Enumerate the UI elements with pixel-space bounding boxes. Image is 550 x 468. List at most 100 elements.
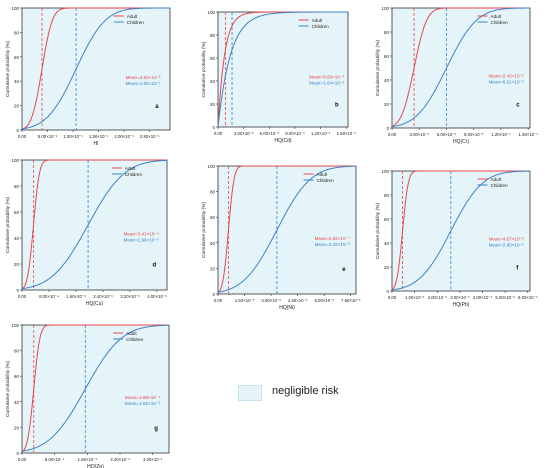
panel-letter: d [153, 263, 157, 269]
adult-mean-label: Mean=3.92×10⁻² [126, 75, 161, 80]
children-mean-label: Mean=2.60×10⁻² [489, 243, 524, 248]
x-tick-label: 3.20×10⁻³ [143, 457, 163, 462]
y-tick-label: 40 [14, 79, 20, 84]
panel-d: 0 20 40 60 80 100 Cumulative probability (%) 0.… [5, 158, 168, 307]
y-tick-label: 0 [212, 292, 215, 297]
x-axis-label: HQ(Ni) [279, 305, 295, 311]
x-tick-label: 1.20×10⁻¹ [311, 131, 331, 136]
legend-label-children: Children [491, 20, 509, 25]
y-tick-label: 20 [14, 262, 20, 267]
panel-c: 0 20 40 60 80 100 Cumulative probability (%) 0.… [375, 6, 538, 145]
x-tick-label: 2.00×10⁻² [428, 295, 448, 300]
x-tick-label: 1.60×10⁻³ [66, 294, 86, 299]
y-axis-label: Cumulative probability (%) [375, 203, 381, 259]
y-tick-label: 100 [207, 164, 215, 169]
y-tick-label: 40 [384, 241, 390, 246]
y-tick-label: 0 [16, 128, 19, 133]
adult-cdf-line [21, 159, 167, 290]
x-axis-label: HQ(Cu) [86, 301, 104, 307]
x-tick-label: 0.00 [214, 131, 223, 136]
legend-label-adult: Adult [312, 18, 323, 23]
children-mean-label: Mean=6.01×10⁻² [489, 80, 524, 85]
negligible-risk-region [218, 166, 356, 294]
children-mean-label: Mean=3.33×10⁻³ [315, 242, 350, 247]
adult-cdf-line [217, 165, 356, 294]
children-cdf-line [217, 165, 357, 293]
panel-letter: b [335, 102, 339, 108]
adult-cdf-line [391, 170, 530, 291]
x-tick-label: 6.00×10⁻² [518, 295, 538, 300]
x-tick-label: 2.40×10⁻³ [93, 294, 113, 299]
x-tick-label: 1.00×10⁻¹ [63, 134, 83, 139]
x-tick-label: 0.00 [388, 132, 397, 137]
adult-mean-label: Mean=2.88×10⁻⁴ [125, 395, 160, 400]
legend-label-children: Children [317, 178, 335, 183]
x-tick-label: 5.00×10⁻² [495, 295, 515, 300]
y-tick-label: 100 [207, 10, 215, 15]
x-tick-label: 9.00×10⁻² [285, 131, 305, 136]
y-tick-label: 80 [14, 184, 20, 189]
adult-cdf-line [21, 324, 169, 453]
negligible-risk-region [22, 8, 170, 130]
x-tick-label: 0.00 [18, 134, 27, 139]
legend-label-children: Children [127, 20, 145, 25]
children-mean-label: Mean=1.55×10⁻³ [125, 401, 160, 406]
legend-label-adult: Adult [491, 14, 502, 19]
adult-mean-label: Mean=3.41×10⁻⁴ [124, 231, 159, 236]
x-tick-label: 3.00×10⁻² [234, 131, 254, 136]
children-mean-label: Mean=1.64×10⁻² [309, 81, 344, 86]
children-cdf-line [21, 159, 168, 290]
x-tick-label: 0.00 [388, 295, 397, 300]
panel-letter: e [342, 267, 346, 273]
y-tick-label: 20 [14, 104, 20, 109]
x-tick-label: 1.00×10⁻² [405, 295, 425, 300]
y-tick-label: 100 [11, 323, 19, 328]
children-cdf-line [217, 11, 348, 128]
children-cdf-line [391, 170, 531, 291]
y-tick-label: 0 [212, 125, 215, 130]
children-mean-label: Mean=1.96×10⁻³ [124, 237, 159, 242]
y-tick-label: 0 [386, 126, 389, 131]
negligible-risk-region [22, 160, 167, 290]
panel-a: 0 20 40 60 80 100 Cumulative probability (%) 0.… [5, 6, 171, 147]
panel-g: 0 20 40 60 80 100 Cumulative probability (%) 0.… [5, 323, 170, 468]
y-tick-label: 80 [210, 190, 216, 195]
x-tick-label: 3.00×10⁻³ [261, 298, 281, 303]
y-tick-label: 0 [16, 288, 19, 293]
y-tick-label: 80 [14, 349, 20, 354]
x-tick-label: 3.20×10⁻³ [120, 294, 140, 299]
legend-label-children: Children [125, 172, 143, 177]
x-axis-label: HQ(Cr) [453, 139, 469, 145]
x-axis-label: HI [94, 141, 99, 147]
y-axis-label: Cumulative probability (%) [201, 41, 207, 97]
x-tick-label: 6.00×10⁻² [437, 132, 457, 137]
y-axis-label: Cumulative probability (%) [201, 202, 207, 258]
y-tick-label: 20 [384, 102, 390, 107]
x-tick-label: 8.00×10⁻⁴ [39, 294, 59, 299]
x-axis-label: HQ(Pb) [453, 302, 470, 308]
y-tick-label: 80 [384, 30, 390, 35]
panel-f: 0 20 40 60 80 100 Cumulative probability (%) 0.… [375, 169, 538, 308]
y-tick-label: 60 [384, 217, 390, 222]
x-tick-label: 1.50×10⁻¹ [519, 132, 539, 137]
y-tick-label: 40 [210, 79, 216, 84]
panel-letter: c [516, 102, 520, 108]
children-mean-label: Mean=1.06×10⁻¹ [126, 81, 161, 86]
x-tick-label: 0.00 [18, 457, 27, 462]
x-tick-label: 1.50×10⁻³ [235, 298, 255, 303]
x-tick-label: 3.00×10⁻² [410, 132, 430, 137]
negligible-risk-region [218, 12, 348, 127]
children-cdf-line [21, 7, 170, 130]
legend-label-adult: Adult [125, 166, 136, 171]
adult-mean-label: Mean=5.92×10⁻⁴ [315, 236, 350, 241]
legend-label-adult: Adult [126, 331, 137, 336]
panel-letter: g [154, 426, 158, 432]
y-tick-label: 80 [14, 30, 20, 35]
y-tick-label: 80 [210, 33, 216, 38]
x-axis-label: HQ(Zn) [87, 464, 104, 468]
negligible-risk-region [392, 171, 530, 291]
y-tick-label: 20 [384, 265, 390, 270]
y-tick-label: 60 [14, 374, 20, 379]
y-tick-label: 40 [14, 236, 20, 241]
y-tick-label: 60 [210, 56, 216, 61]
